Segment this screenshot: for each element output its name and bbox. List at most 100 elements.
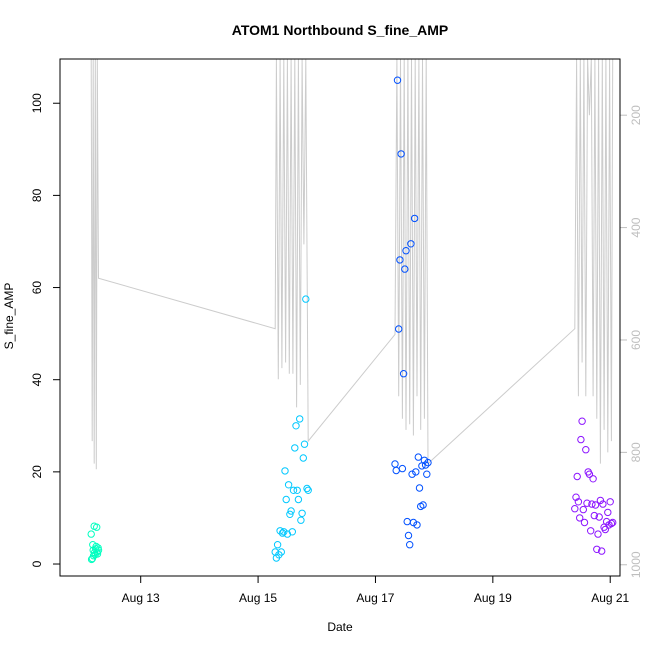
data-point: [300, 440, 309, 448]
data-point: [579, 505, 587, 514]
data-point: [588, 500, 596, 508]
data-point: [595, 513, 603, 521]
data-point: [421, 461, 430, 469]
data-point: [601, 525, 609, 534]
data-point: [397, 150, 405, 158]
data-point: [582, 446, 590, 454]
data-point: [93, 523, 101, 531]
data-point: [419, 501, 427, 509]
y-tick-label: 0: [30, 560, 44, 567]
y-tick-label: 80: [30, 188, 44, 202]
x-tick-label: Aug 19: [474, 591, 512, 605]
depth-trace-layer: [90, 58, 614, 470]
data-point: [396, 256, 404, 264]
data-point: [284, 481, 293, 489]
data-point: [415, 484, 424, 492]
data-point: [591, 501, 600, 509]
chart-title: ATOM1 Northbound S_fine_AMP: [232, 22, 448, 38]
x-tick-label: Aug 21: [591, 591, 629, 605]
data-point: [289, 486, 298, 494]
secondary-tick-label: 600: [629, 330, 643, 350]
secondary-tick-label: 1000: [629, 551, 643, 578]
data-point: [587, 527, 595, 535]
depth-trace-line: [90, 58, 614, 470]
data-point: [277, 548, 285, 556]
data-point: [302, 295, 310, 303]
data-point: [594, 530, 602, 538]
data-point: [420, 456, 429, 464]
data-point: [395, 325, 403, 333]
data-point: [399, 370, 408, 378]
data-point: [407, 240, 415, 248]
data-point: [297, 516, 305, 524]
axes-layer: Aug 13 Aug 15 Aug 17 Aug 19 Aug 21 0 20 40 60 80 1…: [30, 93, 643, 605]
data-point: [596, 496, 605, 505]
data-point: [392, 466, 400, 475]
data-point: [593, 545, 601, 553]
data-point: [413, 521, 421, 529]
data-point: [293, 486, 301, 494]
data-point: [573, 472, 581, 481]
x-axis-label: Date: [327, 620, 353, 634]
data-point: [291, 444, 299, 452]
secondary-tick-label: 200: [629, 105, 643, 125]
data-point: [281, 467, 289, 475]
data-point: [572, 493, 580, 501]
x-tick-label: Aug 17: [356, 591, 394, 605]
data-point: [424, 458, 432, 467]
data-point: [282, 495, 290, 504]
data-point: [410, 214, 419, 223]
y-tick-label: 100: [30, 93, 44, 113]
data-point: [598, 547, 606, 555]
data-point: [577, 435, 585, 444]
secondary-tick-label: 400: [629, 217, 643, 237]
data-point: [280, 528, 288, 536]
data-point: [609, 518, 617, 527]
y-tick-label: 20: [30, 465, 44, 479]
y-axis-label: S_fine_AMP: [2, 283, 16, 350]
data-point: [92, 542, 100, 551]
data-point: [287, 507, 295, 515]
data-point: [404, 531, 413, 540]
data-point: [286, 510, 294, 518]
data-point: [288, 528, 296, 536]
data-point: [574, 498, 583, 506]
data-point: [94, 546, 103, 554]
data-point: [583, 499, 591, 507]
data-point: [590, 511, 598, 520]
data-point: [402, 247, 410, 255]
data-point: [571, 505, 579, 513]
data-point: [391, 460, 399, 468]
data-point: [580, 518, 589, 527]
y-tick-label: 40: [30, 373, 44, 387]
data-point: [412, 468, 420, 476]
data-point: [423, 470, 431, 478]
data-point: [294, 495, 303, 504]
plot-frame: [59, 58, 621, 577]
data-point: [292, 422, 300, 430]
data-point: [299, 454, 307, 462]
data-point: [604, 508, 612, 517]
data-point: [576, 514, 584, 522]
data-point: [589, 475, 597, 483]
data-point: [296, 415, 304, 423]
data-point: [401, 265, 409, 273]
data-point: [278, 529, 287, 537]
data-point: [276, 527, 284, 535]
y-tick-label: 60: [30, 281, 44, 295]
data-points-layer: [87, 76, 617, 564]
data-point: [599, 500, 607, 508]
x-tick-label: Aug 15: [239, 591, 277, 605]
data-point: [607, 519, 616, 528]
data-point: [406, 541, 414, 549]
data-point: [585, 470, 594, 478]
data-point: [403, 517, 411, 526]
data-point: [87, 555, 96, 564]
data-point: [273, 541, 282, 549]
data-point: [87, 530, 95, 538]
data-point: [408, 470, 416, 478]
x-tick-label: Aug 13: [122, 591, 160, 605]
secondary-tick-label: 800: [629, 442, 643, 462]
